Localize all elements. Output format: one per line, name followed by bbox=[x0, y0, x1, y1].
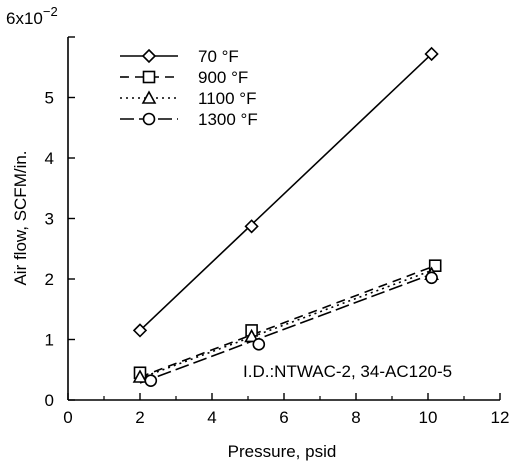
x-tick-label: 2 bbox=[135, 408, 144, 427]
x-tick-label: 8 bbox=[351, 408, 360, 427]
series-line bbox=[139, 273, 432, 384]
y-axis-label: Air flow, SCFM/in. bbox=[11, 150, 30, 285]
tick-marks bbox=[67, 36, 501, 401]
x-tick-label: 10 bbox=[419, 408, 438, 427]
data-point bbox=[244, 328, 259, 343]
x-tick-label: 0 bbox=[63, 408, 72, 427]
legend-label: 1300 °F bbox=[198, 110, 258, 129]
y-tick-label: 1 bbox=[45, 331, 54, 350]
y-multiplier-label: 6x10−2 bbox=[6, 4, 58, 28]
y-tick-label: 4 bbox=[45, 149, 54, 168]
legend-marker bbox=[142, 70, 156, 84]
y-tick-label: 0 bbox=[45, 391, 54, 410]
data-point bbox=[424, 46, 439, 62]
series-lines bbox=[139, 53, 436, 384]
data-point bbox=[132, 369, 148, 383]
legend-label: 900 °F bbox=[198, 68, 248, 87]
legend-marker bbox=[141, 48, 157, 64]
y-tick-label: 5 bbox=[45, 89, 54, 108]
data-point bbox=[425, 271, 438, 285]
series-line bbox=[139, 269, 432, 379]
x-axis-label: Pressure, psid bbox=[228, 442, 337, 461]
series-line bbox=[139, 264, 436, 378]
y-tick-label: 2 bbox=[45, 270, 54, 289]
data-point bbox=[252, 338, 266, 351]
data-point bbox=[144, 374, 158, 387]
series-markers bbox=[132, 46, 442, 387]
axes bbox=[67, 37, 500, 401]
data-point bbox=[132, 323, 148, 338]
legend-marker bbox=[142, 112, 156, 126]
legend-marker bbox=[141, 90, 157, 104]
x-tick-label: 12 bbox=[491, 408, 510, 427]
x-tick-label: 4 bbox=[207, 408, 216, 427]
x-tick-label: 6 bbox=[279, 408, 288, 427]
data-point bbox=[244, 219, 259, 234]
series-line bbox=[139, 53, 433, 332]
legend-label: 1100 °F bbox=[198, 89, 256, 108]
annotation-text: I.D.:NTWAC-2, 34-AC120-5 bbox=[243, 362, 452, 381]
legend-label: 70 °F bbox=[198, 47, 239, 66]
data-point bbox=[428, 259, 442, 272]
legend: 70 °F 900 °F 1100 °F 1300 °F bbox=[120, 47, 258, 129]
y-tick-label: 3 bbox=[45, 210, 54, 229]
